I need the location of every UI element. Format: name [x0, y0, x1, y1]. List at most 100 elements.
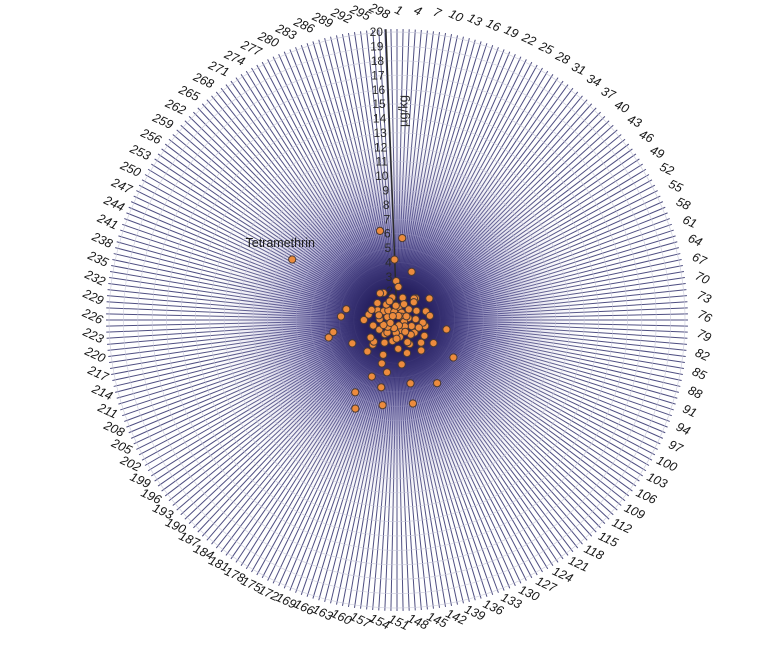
svg-text:220: 220 [82, 344, 108, 366]
svg-text:157: 157 [348, 609, 374, 631]
svg-text:73: 73 [695, 288, 714, 307]
data-point [375, 289, 385, 298]
svg-text:205: 205 [108, 436, 134, 458]
data-point [407, 267, 416, 276]
svg-text:7: 7 [383, 212, 390, 226]
data-point [407, 322, 416, 331]
svg-text:20: 20 [370, 25, 384, 39]
radial-axis-line [385, 29, 398, 321]
svg-text:97: 97 [666, 437, 685, 456]
svg-text:241: 241 [94, 211, 120, 233]
svg-text:16: 16 [484, 16, 503, 35]
svg-text:17: 17 [371, 68, 385, 82]
data-point [378, 401, 387, 410]
svg-text:7: 7 [431, 5, 444, 21]
svg-text:244: 244 [101, 193, 127, 215]
annotation-tetramethrin: Tetramethrin [245, 235, 315, 250]
data-point [363, 347, 372, 356]
data-point [386, 318, 395, 327]
svg-text:25: 25 [536, 39, 555, 58]
data-point [425, 311, 434, 320]
svg-text:2: 2 [386, 284, 393, 298]
data-point [394, 344, 403, 353]
svg-text:250: 250 [117, 158, 143, 180]
svg-text:14: 14 [373, 112, 387, 126]
svg-text:40: 40 [613, 98, 632, 117]
data-point [390, 255, 399, 264]
data-point [367, 305, 376, 314]
data-point [433, 379, 442, 388]
svg-text:11: 11 [375, 155, 388, 169]
data-point [375, 226, 385, 235]
svg-text:214: 214 [89, 381, 115, 403]
data-point [449, 353, 458, 362]
svg-text:8: 8 [383, 198, 390, 212]
svg-text:18: 18 [371, 54, 385, 68]
radial-axis-title: µg/kg [395, 95, 411, 128]
data-point [382, 368, 392, 377]
data-point [367, 372, 376, 381]
data-point [408, 399, 417, 408]
data-point [359, 315, 368, 325]
svg-text:1: 1 [393, 3, 405, 19]
data-point [377, 383, 386, 392]
data-point [417, 338, 426, 347]
data-point [401, 327, 410, 336]
svg-text:46: 46 [637, 127, 656, 146]
svg-text:43: 43 [625, 112, 644, 131]
data-point [399, 300, 409, 309]
svg-text:217: 217 [85, 363, 112, 385]
svg-text:4: 4 [385, 255, 392, 269]
data-point [288, 255, 297, 264]
svg-text:67: 67 [690, 250, 709, 269]
svg-text:28: 28 [553, 48, 572, 67]
data-point [377, 359, 386, 368]
data-point [351, 404, 360, 413]
svg-text:49: 49 [648, 143, 667, 162]
svg-text:298: 298 [366, 0, 392, 22]
data-point [342, 305, 351, 314]
data-point [391, 301, 400, 310]
svg-text:5: 5 [385, 241, 392, 255]
data-point [324, 333, 333, 342]
svg-text:31: 31 [569, 59, 588, 78]
data-point [380, 338, 389, 347]
svg-text:100: 100 [654, 453, 679, 475]
svg-text:253: 253 [127, 141, 153, 163]
data-point [404, 305, 413, 314]
svg-text:9: 9 [382, 183, 389, 197]
svg-text:85: 85 [690, 364, 709, 383]
svg-text:6: 6 [384, 227, 391, 241]
svg-text:247: 247 [108, 175, 135, 197]
data-point [394, 282, 403, 291]
data-point [374, 311, 383, 320]
svg-text:16: 16 [372, 83, 386, 97]
svg-text:4: 4 [412, 3, 424, 19]
data-point [392, 334, 401, 343]
svg-text:19: 19 [502, 23, 521, 42]
svg-text:13: 13 [373, 126, 387, 140]
svg-text:64: 64 [686, 231, 705, 250]
svg-text:76: 76 [695, 307, 714, 326]
svg-text:61: 61 [680, 212, 699, 231]
svg-text:223: 223 [80, 324, 106, 346]
data-point [398, 293, 407, 302]
data-point [411, 315, 420, 324]
svg-text:12: 12 [374, 140, 388, 154]
data-point [417, 346, 426, 355]
data-point [398, 234, 407, 243]
svg-text:22: 22 [519, 30, 538, 49]
svg-text:58: 58 [674, 194, 693, 213]
svg-text:82: 82 [693, 345, 712, 364]
data-point [379, 350, 388, 359]
data-point [414, 323, 423, 332]
svg-text:52: 52 [658, 160, 677, 179]
data-point [409, 298, 418, 307]
svg-text:91: 91 [680, 402, 699, 421]
data-point [373, 299, 382, 308]
svg-text:103: 103 [645, 470, 670, 492]
svg-text:15: 15 [372, 97, 386, 111]
svg-text:226: 226 [79, 305, 105, 327]
data-point [369, 321, 378, 330]
